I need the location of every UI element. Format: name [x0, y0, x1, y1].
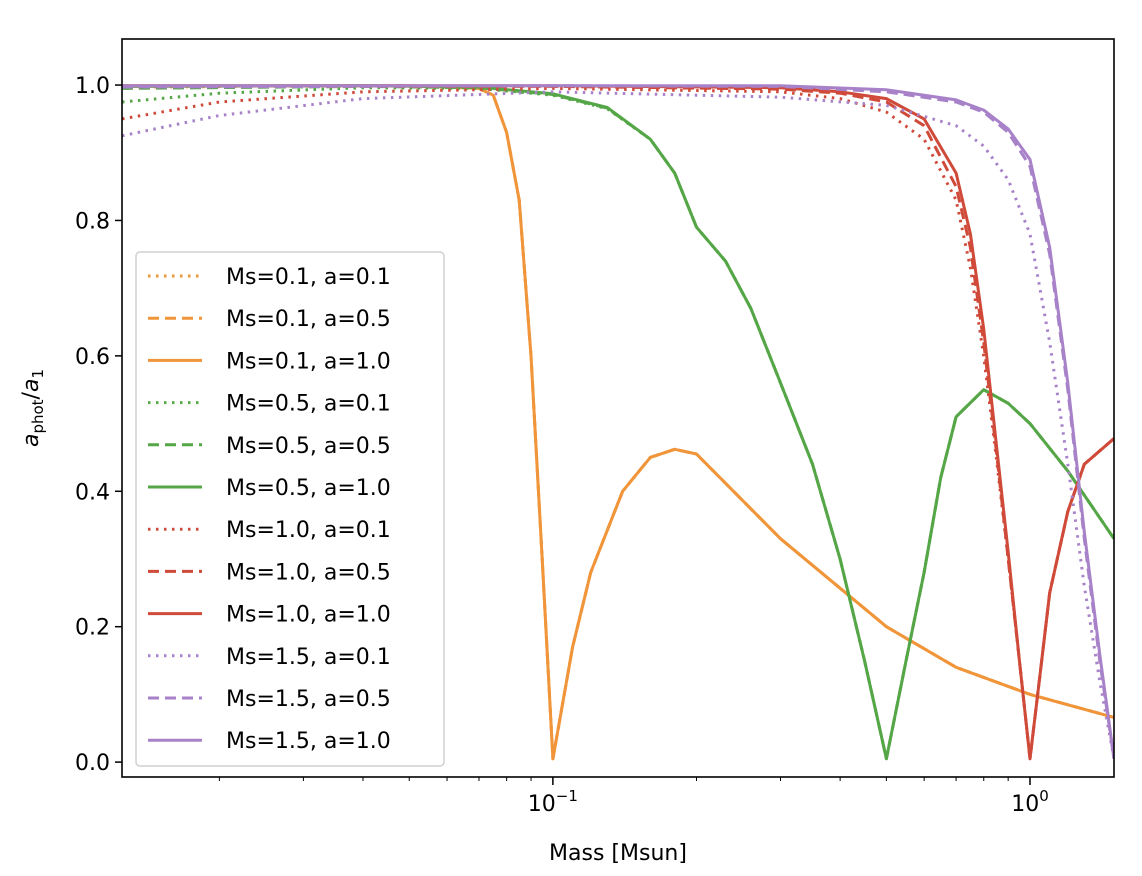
x-tick-label: 10−1	[528, 787, 578, 817]
y-tick-label: 0.6	[75, 345, 110, 370]
legend-item: Ms=1.0, a=0.1	[148, 518, 391, 543]
legend-label: Ms=0.1, a=0.5	[226, 307, 391, 332]
y-axis-label-main: a	[19, 434, 44, 447]
legend-label: Ms=0.1, a=1.0	[226, 349, 391, 374]
y-tick-label: 0.8	[75, 209, 110, 234]
legend-label: Ms=0.5, a=0.5	[226, 434, 391, 459]
legend-box	[135, 251, 445, 767]
legend-label: Ms=1.0, a=1.0	[226, 603, 391, 628]
legend-item: Ms=1.5, a=1.0	[148, 729, 391, 754]
series-line-11	[122, 84, 1114, 759]
legend-item: Ms=0.1, a=0.1	[148, 265, 391, 290]
legend-item: Ms=1.5, a=0.5	[148, 687, 391, 712]
legend-label: Ms=1.5, a=0.1	[226, 645, 391, 670]
legend-item: Ms=1.0, a=1.0	[148, 603, 391, 628]
series-line-9	[122, 90, 1114, 759]
legend-item: Ms=0.1, a=0.5	[148, 307, 391, 332]
plot-frame	[121, 38, 1115, 778]
legend-item: Ms=0.5, a=1.0	[148, 476, 391, 501]
y-axis-label-slash: /	[19, 391, 44, 399]
legend: Ms=0.1, a=0.1 Ms=0.1, a=0.5 Ms=0.1, a=1.0 M…	[135, 251, 445, 767]
plot-area	[122, 84, 1114, 761]
legend-item: Ms=0.1, a=1.0	[148, 349, 391, 374]
y-axis-label: aphot/a1	[19, 369, 47, 447]
series-line-2	[122, 84, 1114, 761]
y-axis-label-sub1: phot	[29, 399, 47, 433]
x-axis-label: Mass [Msun]	[549, 841, 687, 866]
y-tick-label: 1.0	[75, 74, 110, 99]
legend-item: Ms=0.5, a=0.5	[148, 434, 391, 459]
legend-item: Ms=0.5, a=0.1	[148, 392, 391, 417]
axes: 0.0 0.2 0.4 0.6 0.8 1.0 10−1 100	[75, 74, 1049, 817]
legend-label: Ms=0.5, a=1.0	[226, 476, 391, 501]
legend-label: Ms=1.5, a=1.0	[226, 729, 391, 754]
series-line-5	[122, 84, 1114, 761]
legend-item: Ms=1.0, a=0.5	[148, 560, 391, 585]
legend-item: Ms=1.5, a=0.1	[148, 645, 391, 670]
legend-label: Ms=1.0, a=0.1	[226, 518, 391, 543]
y-tick-label: 0.4	[75, 480, 110, 505]
legend-label: Ms=0.1, a=0.1	[226, 265, 391, 290]
legend-label: Ms=1.0, a=0.5	[226, 560, 391, 585]
legend-label: Ms=0.5, a=0.1	[226, 392, 391, 417]
y-axis-label-main2: a	[19, 379, 44, 392]
x-tick-label: 100	[1011, 787, 1049, 817]
y-tick-label: 0.2	[75, 616, 110, 641]
legend-label: Ms=1.5, a=0.5	[226, 687, 391, 712]
y-axis-label-sub2: 1	[29, 369, 47, 379]
y-tick-label: 0.0	[75, 751, 110, 776]
series-line-8	[122, 84, 1114, 761]
